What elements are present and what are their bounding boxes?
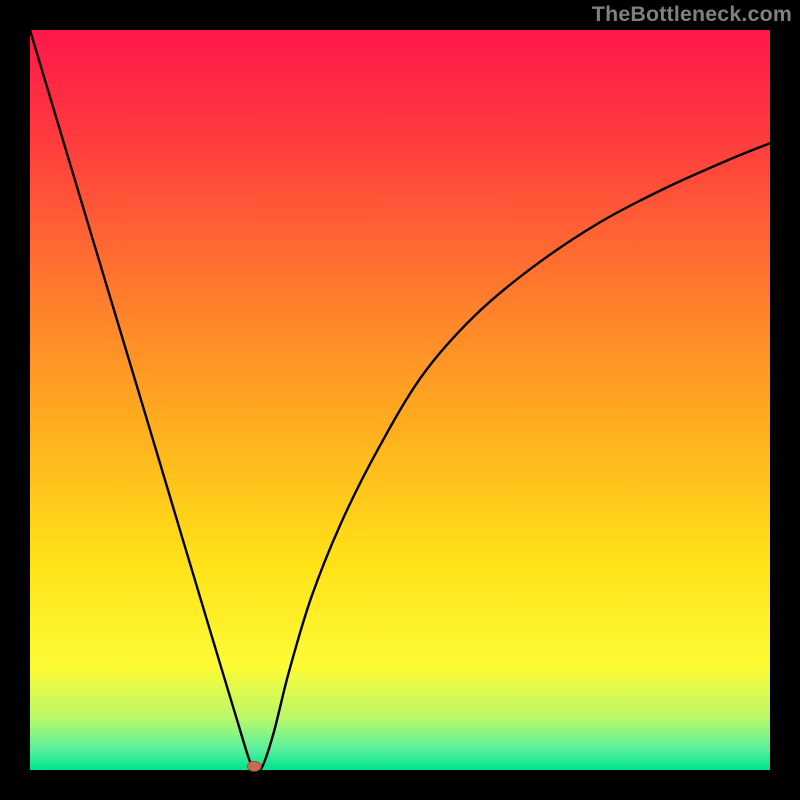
site-watermark: TheBottleneck.com (592, 2, 792, 27)
chart-svg (0, 0, 800, 800)
optimal-point-marker (247, 761, 261, 771)
bottleneck-chart: TheBottleneck.com (0, 0, 800, 800)
